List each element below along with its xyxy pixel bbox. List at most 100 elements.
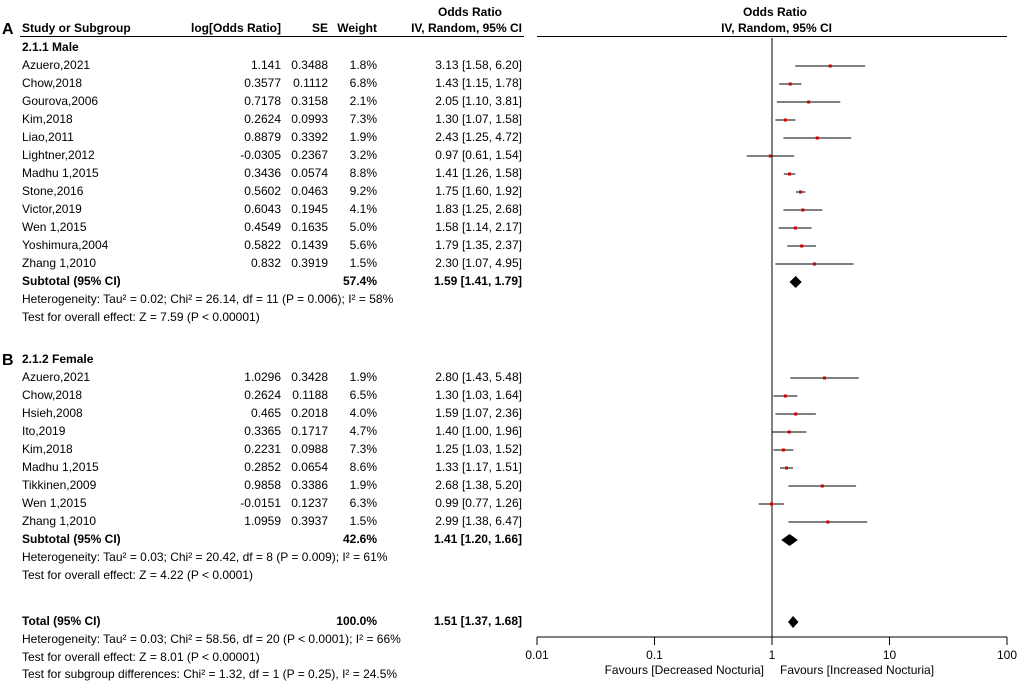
point-estimate [783,394,787,398]
x-tick-label: 10 [883,648,897,662]
study-weight: 7.3% [349,112,377,126]
subtotal-label: Subtotal (95% CI) [22,532,121,546]
study-weight: 3.2% [349,148,377,162]
x-tick-label: 1 [769,648,776,662]
study-ci: 2.43 [1.25, 4.72] [435,130,522,144]
study-name: Chow,2018 [22,388,83,402]
study-weight: 8.6% [349,460,377,474]
study-weight: 4.1% [349,202,377,216]
x-tick-label: 0.01 [525,648,549,662]
study-name: Chow,2018 [22,76,83,90]
study-log-odds-ratio: 0.3436 [244,166,281,180]
study-ci: 1.58 [1.14, 2.17] [435,220,522,234]
header-study: Study or Subgroup [22,21,131,35]
study-log-odds-ratio: 0.9858 [244,478,281,492]
study-log-odds-ratio: 0.3577 [244,76,281,90]
point-estimate [813,262,817,266]
study-se: 0.0988 [291,442,328,456]
point-estimate [820,484,824,488]
study-se: 0.0654 [291,460,328,474]
point-estimate [800,244,804,248]
study-name: Zhang 1,2010 [22,514,97,528]
study-se: 0.1439 [291,238,328,252]
header-log-odds-ratio: log[Odds Ratio] [191,21,281,35]
study-weight: 1.5% [349,514,377,528]
study-ci: 1.30 [1.03, 1.64] [435,388,522,402]
study-weight: 6.8% [349,76,377,90]
panel-label-a: A [2,21,14,38]
study-ci: 2.05 [1.10, 3.81] [435,94,522,108]
group-label: 2.1.1 Male [22,40,79,54]
panel-label-b: B [2,352,14,369]
point-estimate [783,118,787,122]
study-name: Tikkinen,2009 [22,478,97,492]
heterogeneity-text: Heterogeneity: Tau² = 0.03; Chi² = 20.42… [22,550,388,564]
study-name: Yoshimura,2004 [22,238,109,252]
point-estimate [826,520,830,524]
study-name: Liao,2011 [22,130,74,144]
favours-left-label: Favours [Decreased Nocturia] [605,663,764,677]
study-se: 0.2018 [291,406,328,420]
study-weight: 1.9% [349,478,377,492]
study-name: Madhu 1,2015 [22,460,99,474]
study-ci: 2.80 [1.43, 5.48] [435,370,522,384]
point-estimate [823,376,827,380]
subtotal-label: Subtotal (95% CI) [22,274,121,288]
study-log-odds-ratio: 0.465 [250,406,281,420]
study-log-odds-ratio: 0.2624 [244,388,281,402]
study-ci: 1.25 [1.03, 1.52] [435,442,522,456]
study-se: 0.1945 [291,202,328,216]
point-estimate [769,502,773,506]
study-weight: 1.8% [349,58,377,72]
study-se: 0.0993 [291,112,328,126]
heterogeneity-text: Heterogeneity: Tau² = 0.02; Chi² = 26.14… [22,292,394,306]
study-name: Zhang 1,2010 [22,256,97,270]
study-weight: 8.8% [349,166,377,180]
study-ci: 1.75 [1.60, 1.92] [435,184,522,198]
study-se: 0.3919 [291,256,328,270]
subtotal-diamond [789,276,802,288]
plot-header-divider [537,36,1007,37]
group-label: 2.1.2 Female [22,352,94,366]
study-ci: 0.97 [0.61, 1.54] [435,148,522,162]
study-name: Wen 1,2015 [22,220,87,234]
study-name: Victor,2019 [22,202,82,216]
study-se: 0.3488 [291,58,328,72]
study-weight: 6.3% [349,496,377,510]
study-log-odds-ratio: 0.3365 [244,424,281,438]
study-se: 0.1717 [291,424,328,438]
study-weight: 4.0% [349,406,377,420]
study-weight: 1.9% [349,370,377,384]
study-ci: 1.41 [1.26, 1.58] [435,166,522,180]
subtotal-weight: 57.4% [342,274,377,288]
study-log-odds-ratio: 0.6043 [244,202,281,216]
study-ci: 0.99 [0.77, 1.26] [435,496,522,510]
overall-effect-text: Test for overall effect: Z = 7.59 (P < 0… [22,310,260,324]
study-name: Kim,2018 [22,442,73,456]
plot-header-method: IV, Random, 95% CI [721,21,832,35]
study-ci: 2.30 [1.07, 4.95] [435,256,522,270]
subtotal-weight: 42.6% [342,532,377,546]
study-log-odds-ratio: 1.141 [250,58,281,72]
study-name: Gourova,2006 [22,94,99,108]
plot-header-title: Odds Ratio [742,5,807,19]
total-heterogeneity-text: Heterogeneity: Tau² = 0.03; Chi² = 58.56… [22,632,401,646]
study-log-odds-ratio: 0.2852 [244,460,281,474]
subgroup-differences-text: Test for subgroup differences: Chi² = 1.… [22,667,398,681]
study-log-odds-ratio: 0.8879 [244,130,281,144]
total-ci: 1.51 [1.37, 1.68] [433,614,522,628]
study-name: Wen 1,2015 [22,496,87,510]
study-weight: 5.6% [349,238,377,252]
study-se: 0.2367 [291,148,328,162]
study-log-odds-ratio: 0.4549 [244,220,281,234]
study-se: 0.3392 [291,130,328,144]
study-ci: 1.83 [1.25, 2.68] [435,202,522,216]
point-estimate [785,466,789,470]
point-estimate [788,172,792,176]
study-name: Lightner,2012 [22,148,95,162]
study-ci: 1.40 [1.00, 1.96] [435,424,522,438]
study-se: 0.3428 [291,370,328,384]
study-log-odds-ratio: 0.5822 [244,238,281,252]
